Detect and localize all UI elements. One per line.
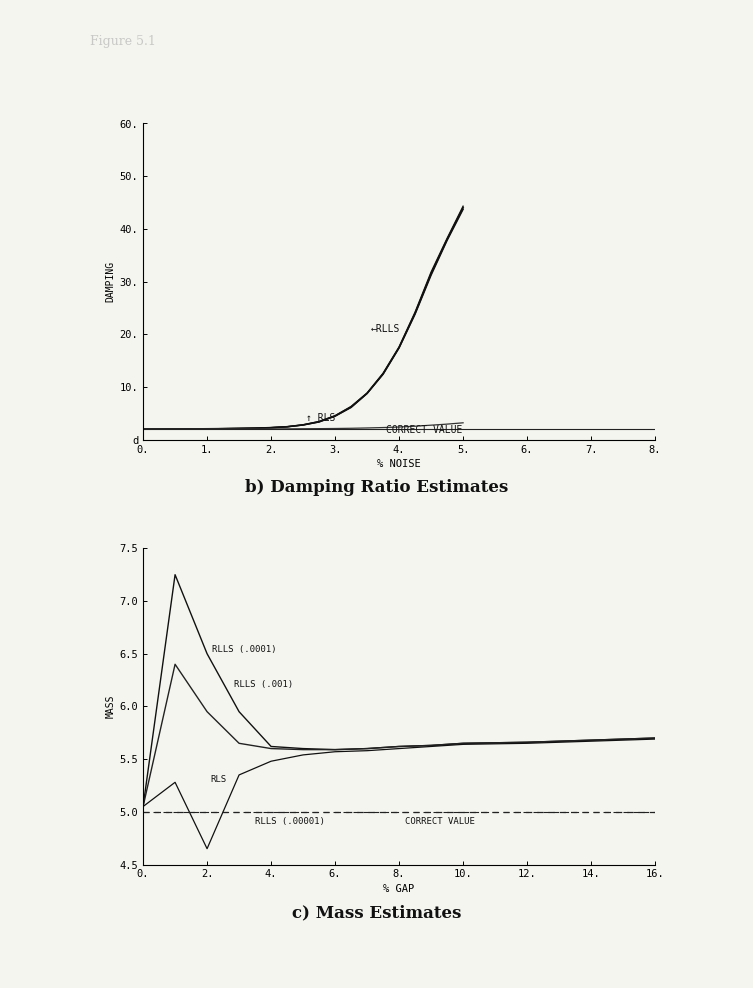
Text: CORRECT VALUE: CORRECT VALUE <box>405 817 475 826</box>
Text: c) Mass Estimates: c) Mass Estimates <box>292 904 461 921</box>
X-axis label: % NOISE: % NOISE <box>377 458 421 468</box>
Text: RLLS (.001): RLLS (.001) <box>234 681 294 690</box>
Y-axis label: MASS: MASS <box>105 695 115 718</box>
Text: RLS: RLS <box>210 776 227 784</box>
Text: CORRECT VALUE: CORRECT VALUE <box>386 425 462 435</box>
Y-axis label: DAMPING: DAMPING <box>105 261 115 302</box>
Text: ↑ RLS: ↑ RLS <box>306 413 336 423</box>
Text: Figure 5.1: Figure 5.1 <box>90 35 156 47</box>
X-axis label: % GAP: % GAP <box>383 883 415 893</box>
Text: b) Damping Ratio Estimates: b) Damping Ratio Estimates <box>245 479 508 496</box>
Text: RLLS (.00001): RLLS (.00001) <box>255 817 325 826</box>
Text: ←RLLS: ←RLLS <box>370 324 400 334</box>
Text: RLLS (.0001): RLLS (.0001) <box>212 644 276 654</box>
